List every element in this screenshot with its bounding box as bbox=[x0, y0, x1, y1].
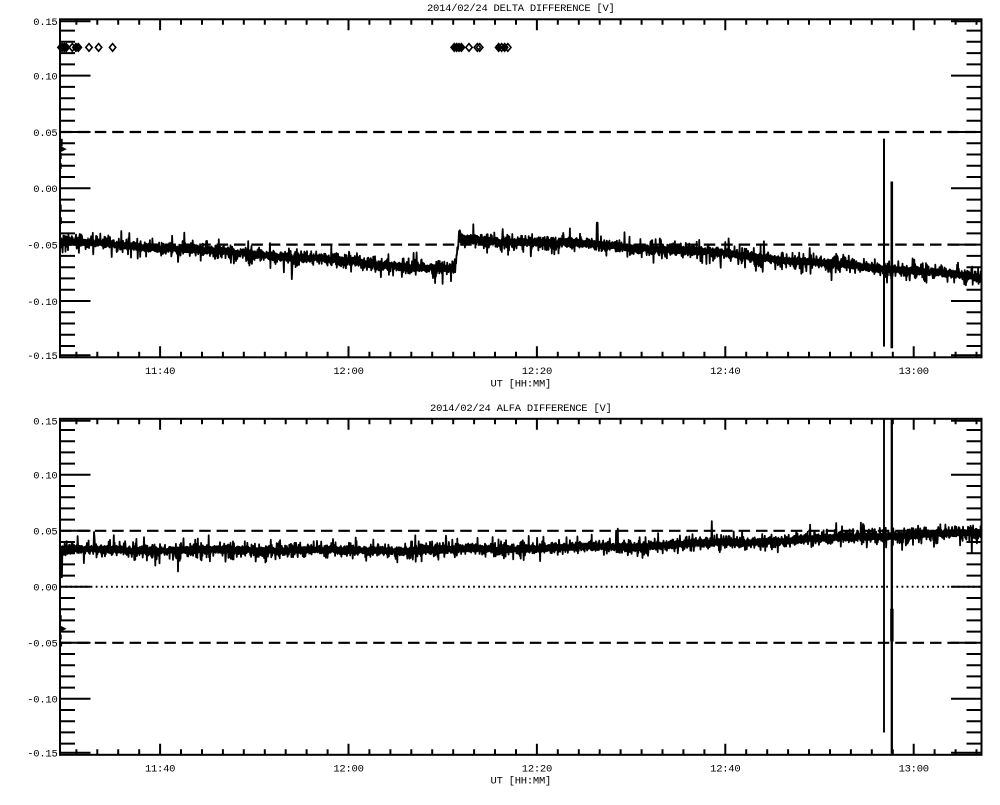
svg-text:12:00: 12:00 bbox=[333, 366, 363, 378]
svg-text:-0.05: -0.05 bbox=[27, 240, 57, 252]
svg-text:2014/02/24 ALFA DIFFERENCE [V]: 2014/02/24 ALFA DIFFERENCE [V] bbox=[430, 403, 612, 415]
svg-text:-0.05: -0.05 bbox=[27, 639, 57, 651]
svg-text:0.10: 0.10 bbox=[33, 471, 57, 483]
svg-text:11:40: 11:40 bbox=[145, 763, 175, 775]
svg-text:12:00: 12:00 bbox=[333, 763, 363, 775]
svg-text:0.05: 0.05 bbox=[33, 128, 57, 140]
svg-text:13:00: 13:00 bbox=[899, 366, 929, 378]
svg-text:0.05: 0.05 bbox=[33, 527, 57, 539]
svg-text:0.00: 0.00 bbox=[33, 184, 57, 196]
svg-text:2014/02/24 DELTA DIFFERENCE [V: 2014/02/24 DELTA DIFFERENCE [V] bbox=[427, 3, 615, 15]
svg-text:0.10: 0.10 bbox=[33, 71, 57, 83]
svg-text:11:40: 11:40 bbox=[145, 366, 175, 378]
svg-text:0.00: 0.00 bbox=[33, 583, 57, 595]
svg-text:0.15: 0.15 bbox=[33, 17, 57, 29]
svg-text:-0.10: -0.10 bbox=[27, 695, 57, 707]
svg-text:12:20: 12:20 bbox=[522, 366, 552, 378]
svg-text:12:40: 12:40 bbox=[710, 366, 740, 378]
svg-text:UT [HH:MM]: UT [HH:MM] bbox=[491, 378, 552, 390]
svg-text:12:20: 12:20 bbox=[522, 763, 552, 775]
svg-text:0.15: 0.15 bbox=[33, 417, 57, 429]
svg-text:12:40: 12:40 bbox=[710, 763, 740, 775]
svg-text:13:00: 13:00 bbox=[899, 763, 929, 775]
svg-text:UT [HH:MM]: UT [HH:MM] bbox=[491, 775, 552, 787]
svg-text:-0.15: -0.15 bbox=[27, 351, 57, 363]
svg-text:-0.10: -0.10 bbox=[27, 297, 57, 309]
svg-text:-0.15: -0.15 bbox=[27, 749, 57, 761]
